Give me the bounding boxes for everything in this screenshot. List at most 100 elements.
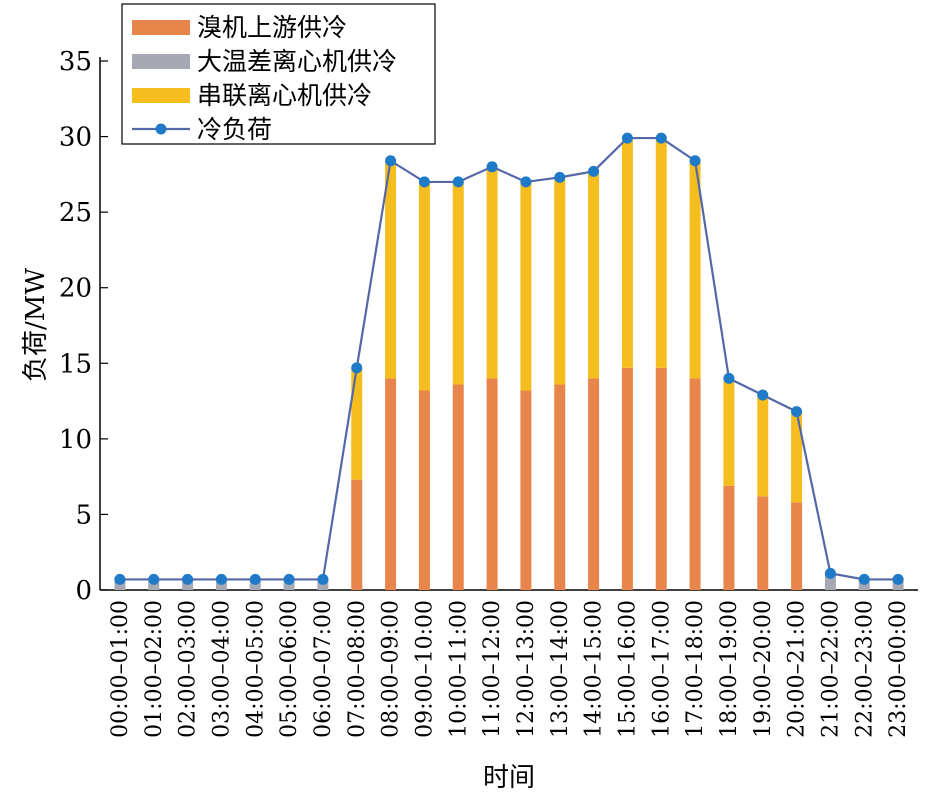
x-tick-label: 18:00–19:00: [717, 600, 742, 738]
bar-segment: [452, 384, 464, 590]
x-tick-label: 00:00–01:00: [108, 600, 133, 738]
x-tick-label: 11:00–12:00: [480, 600, 505, 738]
x-tick-label: 09:00–10:00: [412, 600, 437, 738]
x-tick-label: 08:00–09:00: [379, 600, 404, 738]
load-point: [791, 406, 803, 418]
x-tick-label: 15:00–16:00: [615, 600, 640, 738]
bar-segment: [621, 367, 633, 590]
x-tick-label: 22:00–23:00: [852, 600, 877, 738]
bar-segment: [655, 138, 667, 368]
load-point: [283, 573, 295, 585]
load-point: [621, 132, 633, 144]
bar-segment: [723, 485, 735, 590]
bar-segment: [554, 384, 566, 590]
bar-segment: [554, 177, 566, 385]
x-tick-label: 17:00–18:00: [683, 600, 708, 738]
bar-segment: [621, 138, 633, 368]
x-tick-label: 19:00–20:00: [751, 600, 776, 738]
y-tick-label: 5: [75, 500, 92, 530]
x-tick-label: 05:00–06:00: [277, 600, 302, 738]
x-tick-label: 23:00–00:00: [886, 600, 911, 738]
y-axis-title: 负荷/MW: [21, 268, 51, 382]
load-point: [892, 573, 904, 585]
load-point: [317, 573, 329, 585]
load-point: [249, 573, 261, 585]
x-tick-label: 06:00–07:00: [311, 600, 336, 738]
legend-label: 大温差离心机供冷: [197, 47, 397, 76]
bar-segment: [791, 502, 803, 590]
legend-label: 溴机上游供冷: [197, 13, 347, 42]
load-line-layer: [114, 132, 904, 585]
load-point: [148, 573, 160, 585]
load-point: [351, 362, 363, 374]
x-axis-title: 时间: [483, 763, 535, 793]
x-tick-labels: 00:00–01:00 01:00–02:00 02:00–03:00 03:00–0…: [108, 600, 911, 738]
bar-segment: [351, 367, 363, 480]
x-tick-label: 02:00–03:00: [176, 600, 201, 738]
load-point: [182, 573, 194, 585]
legend-marker: [155, 123, 167, 135]
load-point: [114, 573, 126, 585]
y-tick-label: 35: [59, 47, 92, 77]
y-tick-labels: 0 5 10 15 20 25 30 35: [59, 47, 92, 606]
bar-segment: [520, 181, 532, 391]
x-tick-label: 07:00–08:00: [345, 600, 370, 738]
x-tick-label: 20:00–21:00: [785, 600, 810, 738]
bar-segment: [588, 171, 600, 379]
y-tick-label: 25: [59, 198, 92, 228]
bar-segment: [385, 378, 397, 590]
y-tick-label: 20: [59, 274, 92, 304]
load-point: [215, 573, 227, 585]
x-tick-label: 16:00–17:00: [649, 600, 674, 738]
bar-segment: [689, 378, 701, 590]
y-tick-label: 30: [59, 123, 92, 153]
bar-segment: [486, 378, 498, 590]
x-tick-label: 03:00–04:00: [209, 600, 234, 738]
y-tick-label: 15: [59, 349, 92, 379]
load-point: [554, 171, 566, 183]
load-point: [588, 165, 600, 177]
bar-segment: [351, 479, 363, 590]
legend-swatch: [132, 88, 190, 103]
x-tick-label: 12:00–13:00: [514, 600, 539, 738]
load-point: [655, 132, 667, 144]
bar-segment: [757, 395, 769, 497]
bar-segment: [418, 181, 430, 391]
bar-segment: [689, 160, 701, 379]
bar-segment: [486, 166, 498, 379]
x-tick-label: 01:00–02:00: [142, 600, 167, 738]
load-point: [418, 176, 430, 188]
legend-swatch: [132, 54, 190, 69]
legend-label: 冷负荷: [197, 115, 272, 144]
y-tick-label: 10: [59, 425, 92, 455]
bar-segment: [418, 390, 430, 590]
bar-segment: [588, 378, 600, 590]
load-point: [689, 155, 701, 167]
bar-segment: [520, 390, 532, 590]
bar-segment: [385, 160, 397, 379]
bar-segment: [824, 571, 836, 590]
x-tick-label: 13:00–14:00: [548, 600, 573, 738]
x-tick-label: 04:00–05:00: [243, 600, 268, 738]
load-line: [119, 136, 899, 581]
legend-swatch: [132, 20, 190, 35]
x-tick-label: 10:00–11:00: [446, 600, 471, 738]
load-point: [723, 372, 735, 384]
load-point: [858, 573, 870, 585]
x-tick-label: 14:00–15:00: [582, 600, 607, 738]
bar-segment: [791, 411, 803, 503]
x-tick-label: 21:00–22:00: [818, 600, 843, 738]
bars-layer: [114, 138, 904, 590]
bar-segment: [757, 496, 769, 590]
load-point: [486, 161, 498, 173]
load-point: [520, 176, 532, 188]
legend-label: 串联离心机供冷: [197, 81, 372, 110]
bar-segment: [723, 378, 735, 486]
load-point: [385, 155, 397, 167]
load-point: [824, 567, 836, 579]
bar-segment: [655, 367, 667, 590]
load-point: [757, 389, 769, 401]
y-tick-label: 0: [75, 576, 92, 606]
